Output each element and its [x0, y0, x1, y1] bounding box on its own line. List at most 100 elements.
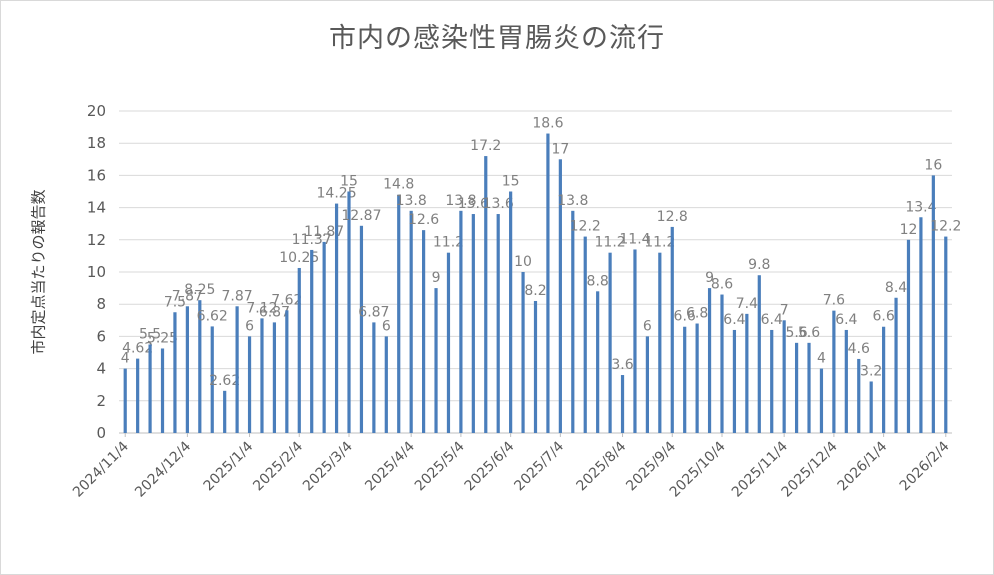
data-label: 8.2 — [524, 283, 546, 299]
y-tick-label: 10 — [87, 263, 106, 281]
bar — [434, 288, 438, 433]
data-label: 10.25 — [279, 250, 319, 266]
bar — [757, 275, 761, 433]
bar — [235, 306, 239, 433]
data-label: 6 — [643, 318, 652, 334]
bar — [384, 336, 388, 433]
bar — [521, 272, 525, 433]
bar — [857, 358, 861, 433]
y-tick-label: 4 — [96, 360, 106, 378]
bar — [919, 217, 923, 433]
bar — [558, 159, 562, 434]
data-label: 18.6 — [532, 116, 563, 132]
bar — [285, 310, 289, 433]
bar — [608, 252, 612, 433]
bar — [347, 191, 351, 433]
data-label: 11.2 — [433, 235, 464, 251]
x-tick-label: 2025/4/4 — [362, 438, 418, 494]
bar — [906, 239, 911, 433]
data-label: 17 — [551, 141, 569, 157]
bar — [272, 322, 277, 433]
x-tick-label: 2024/12/4 — [132, 438, 194, 500]
bar — [832, 310, 836, 433]
data-label: 6.8 — [686, 306, 708, 322]
bar — [160, 348, 165, 433]
data-label: 9 — [705, 270, 714, 286]
x-tick-label: 2026/2/4 — [897, 438, 953, 494]
bar — [210, 326, 214, 433]
y-tick-label: 8 — [96, 295, 106, 313]
data-label: 7 — [780, 302, 789, 318]
bar — [247, 336, 252, 433]
data-label: 9 — [432, 270, 441, 286]
bar — [173, 312, 177, 433]
data-label: 7.87 — [172, 288, 203, 304]
data-label: 6.4 — [761, 312, 783, 328]
bar — [707, 288, 712, 433]
bar — [720, 294, 724, 433]
bar — [148, 344, 152, 433]
bar — [533, 300, 538, 433]
data-label: 6.6 — [872, 309, 894, 325]
data-label: 6 — [382, 318, 391, 334]
bar — [620, 375, 625, 433]
bar — [359, 225, 364, 433]
data-label: 5.25 — [147, 330, 178, 346]
bar — [844, 329, 848, 433]
x-tick-label: 2024/11/4 — [70, 438, 132, 500]
bar — [807, 342, 811, 433]
data-label: 13.8 — [396, 193, 427, 209]
bar — [770, 329, 774, 433]
data-label: 11.37 — [292, 232, 332, 248]
bar — [260, 318, 264, 433]
data-label: 6.62 — [197, 308, 228, 324]
data-label: 16 — [924, 157, 942, 173]
data-label: 7.4 — [736, 296, 758, 312]
y-tick-label: 2 — [96, 392, 106, 410]
data-label: 8.8 — [587, 273, 609, 289]
bar — [633, 249, 637, 433]
bar — [882, 326, 886, 433]
data-label: 7.12 — [246, 300, 277, 316]
data-label: 7.87 — [222, 288, 253, 304]
bar — [471, 214, 475, 433]
data-label: 4 — [817, 351, 826, 367]
data-label: 13.4 — [905, 199, 936, 215]
data-label: 7.62 — [271, 292, 302, 308]
data-label: 12.2 — [930, 219, 961, 235]
bar — [670, 226, 674, 433]
data-label: 6.4 — [835, 312, 857, 328]
y-tick-label: 6 — [96, 327, 106, 345]
bar — [446, 252, 451, 433]
bar — [185, 306, 189, 433]
bar — [310, 249, 314, 433]
data-label: 6.4 — [723, 312, 745, 328]
data-label: 13.6 — [458, 196, 489, 212]
data-label: 8.4 — [885, 280, 907, 296]
data-label: 4.6 — [848, 341, 870, 357]
x-tick-label: 2025/5/4 — [412, 438, 468, 494]
data-label: 4.62 — [122, 341, 153, 357]
bar — [782, 320, 786, 433]
y-tick-label: 14 — [87, 199, 106, 217]
x-tick-label: 2025/3/4 — [300, 438, 356, 494]
bar — [658, 252, 662, 433]
data-label: 7.5 — [164, 294, 186, 310]
bar — [596, 291, 600, 433]
bar — [496, 214, 500, 433]
bar — [372, 322, 376, 433]
data-label: 13.8 — [445, 193, 476, 209]
bar — [334, 203, 339, 433]
data-label: 12.8 — [657, 209, 688, 225]
y-tick-label: 16 — [87, 166, 106, 184]
data-label: 12.6 — [408, 212, 439, 228]
x-tick-label: 2025/6/4 — [462, 438, 518, 494]
data-label: 11.2 — [644, 235, 675, 251]
bar — [732, 329, 737, 433]
data-label: 15 — [502, 174, 520, 190]
y-tick-label: 20 — [87, 102, 106, 120]
data-label: 13.6 — [483, 196, 514, 212]
bar — [645, 336, 649, 433]
bar — [123, 368, 127, 433]
data-label: 3.2 — [860, 363, 882, 379]
